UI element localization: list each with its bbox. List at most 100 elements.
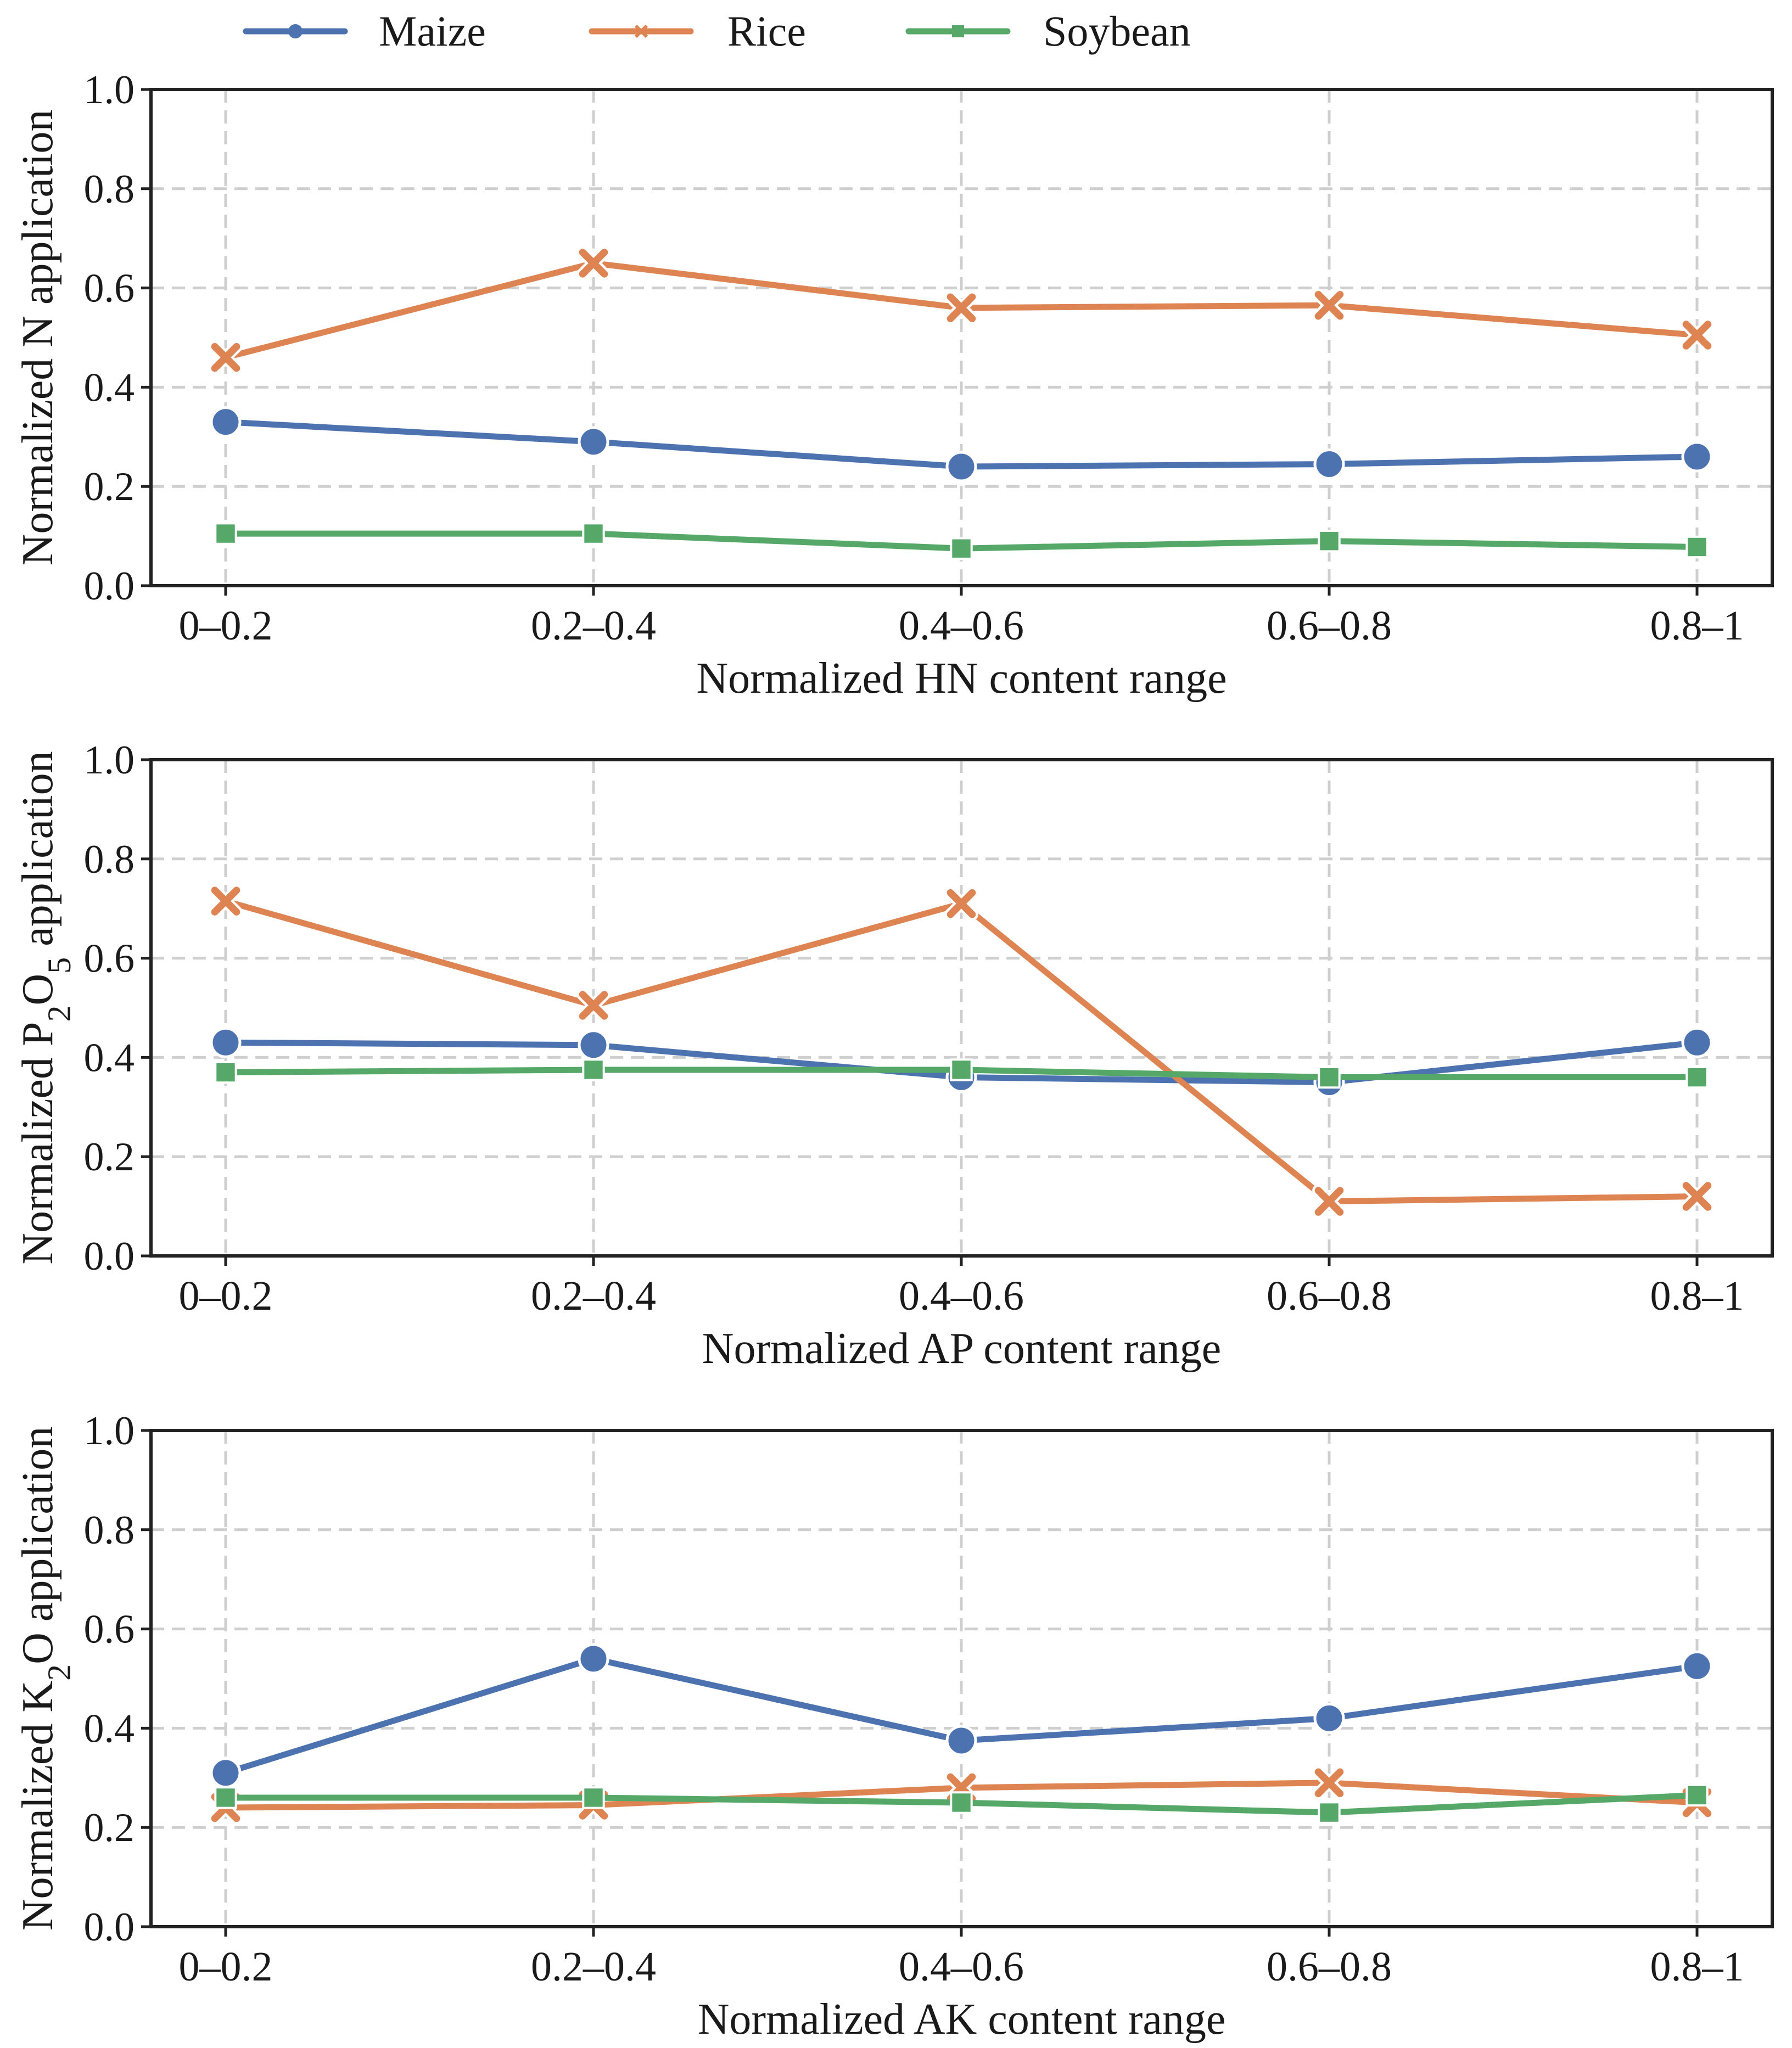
x-tick-label: 0.2–0.4	[531, 1273, 656, 1319]
legend-label: Rice	[727, 7, 806, 55]
y-tick-label: 0.8	[84, 837, 135, 882]
y-axis-title: Normalized N application	[14, 110, 62, 566]
data-point-rice	[1312, 1184, 1346, 1219]
data-point-maize	[1313, 448, 1345, 480]
y-tick-label: 0.0	[84, 564, 135, 609]
data-point-rice-stroke	[579, 249, 608, 278]
grid	[151, 88, 1772, 587]
data-point-soybean	[1318, 529, 1341, 553]
data-point-rice	[209, 884, 243, 918]
data-point-soybean	[582, 1058, 605, 1081]
series-maize	[210, 406, 1713, 482]
data-point-rice-stroke	[947, 293, 976, 323]
legend-item-maize: Maize	[243, 7, 486, 55]
data-point-rice-stroke	[1682, 1182, 1712, 1211]
data-point-maize	[210, 1026, 242, 1058]
series-maize	[210, 1643, 1713, 1789]
y-tick-label: 0.2	[84, 1805, 135, 1850]
panel-3: 0.0 0.2 0.4 0.6 0.8 1.0 0–0.2 0.2–0.4 0.4–0.6 0.6…	[14, 1409, 1774, 2044]
grid	[151, 1429, 1772, 1928]
x-axis-title: Normalized AK content range	[698, 1995, 1226, 2044]
series-rice	[209, 246, 1714, 374]
data-point-maize	[945, 1725, 977, 1757]
data-point-maize	[210, 406, 242, 438]
data-point-maize	[578, 1029, 609, 1061]
panel-1: 0.0 0.2 0.4 0.6 0.8 1.0 0–0.2 0.2–0.4 0.4–0.6 0.6…	[14, 68, 1774, 703]
data-point-soybean	[1685, 535, 1709, 559]
y-tick-label: 0.2	[84, 1135, 135, 1180]
legend-marker	[634, 24, 648, 38]
data-point-rice	[944, 886, 978, 921]
x-tick-label: 0.2–0.4	[531, 603, 656, 649]
data-point-soybean	[582, 1786, 605, 1809]
data-point-rice-stroke	[1314, 290, 1344, 320]
series-soybean	[214, 1058, 1709, 1089]
y-tick-label: 1.0	[84, 1409, 135, 1454]
series-rice	[209, 884, 1714, 1219]
data-point-rice	[576, 246, 611, 280]
x-tick-label: 0.4–0.6	[899, 603, 1024, 649]
data-point-maize	[1313, 1702, 1345, 1734]
data-point-rice	[944, 290, 978, 325]
data-point-rice	[1312, 288, 1346, 323]
data-point-soybean	[1685, 1783, 1709, 1807]
data-point-soybean	[950, 537, 973, 560]
x-tick-label: 0–0.2	[179, 1273, 273, 1319]
data-point-rice-stroke	[1314, 1768, 1344, 1798]
data-point-soybean	[214, 1061, 237, 1084]
grid	[151, 758, 1772, 1258]
data-point-maize	[1681, 441, 1713, 473]
data-point-rice	[1680, 318, 1714, 352]
x-tick-label: 0.6–0.8	[1267, 1944, 1392, 1990]
legend-marker	[952, 25, 964, 37]
y-tick-label: 0.8	[84, 167, 135, 212]
data-point-soybean	[1318, 1065, 1341, 1089]
data-point-soybean	[950, 1058, 973, 1081]
y-tick-label: 0.8	[84, 1508, 135, 1553]
legend-item-soybean: Soybean	[905, 7, 1191, 55]
data-point-soybean	[582, 522, 605, 545]
data-point-maize	[578, 1643, 609, 1675]
data-point-maize	[945, 451, 977, 482]
y-tick-label: 0.0	[84, 1905, 135, 1950]
legend-label: Maize	[379, 7, 486, 55]
data-point-rice-stroke	[211, 343, 240, 372]
data-point-maize	[578, 426, 609, 458]
data-point-rice-stroke	[1682, 321, 1712, 350]
data-point-maize	[1681, 1650, 1713, 1682]
data-point-soybean	[1685, 1065, 1709, 1089]
data-point-rice-stroke	[1314, 1187, 1344, 1216]
series-soybean	[214, 1783, 1709, 1824]
data-point-rice-stroke	[579, 991, 608, 1020]
data-point-rice-stroke	[947, 889, 976, 918]
y-tick-label: 0.0	[84, 1234, 135, 1279]
data-point-maize	[1681, 1026, 1713, 1058]
series-soybean	[214, 522, 1709, 560]
x-axis-title: Normalized AP content range	[702, 1325, 1222, 1373]
x-tick-label: 0.4–0.6	[899, 1944, 1024, 1990]
data-point-rice	[576, 988, 611, 1023]
x-tick-label: 0.2–0.4	[531, 1944, 656, 1990]
legend: Maize Rice Soybean	[243, 7, 1191, 55]
y-tick-label: 0.6	[84, 1607, 135, 1652]
y-tick-label: 0.4	[84, 365, 135, 410]
y-tick-label: 1.0	[84, 68, 135, 113]
legend-marker	[288, 24, 303, 38]
data-point-rice-stroke	[211, 886, 240, 916]
data-point-rice	[1312, 1766, 1346, 1800]
x-tick-label: 0.6–0.8	[1267, 603, 1392, 649]
y-tick-label: 0.4	[84, 1035, 135, 1080]
x-tick-label: 0.8–1	[1650, 1944, 1744, 1990]
y-tick-label: 0.6	[84, 936, 135, 981]
y-tick-label: 0.4	[84, 1706, 135, 1751]
data-point-soybean	[214, 522, 237, 545]
y-tick-label: 0.2	[84, 464, 135, 509]
panels: 0.0 0.2 0.4 0.6 0.8 1.0 0–0.2 0.2–0.4 0.4–0.6 0.6…	[14, 68, 1774, 2044]
y-axis-title: Normalized P2O5 application	[14, 751, 77, 1264]
x-tick-label: 0–0.2	[179, 1944, 273, 1990]
data-point-maize	[210, 1757, 242, 1789]
y-axis-title: Normalized K2O application	[14, 1427, 77, 1931]
data-point-rice	[209, 340, 243, 374]
data-point-rice	[1680, 1179, 1714, 1214]
